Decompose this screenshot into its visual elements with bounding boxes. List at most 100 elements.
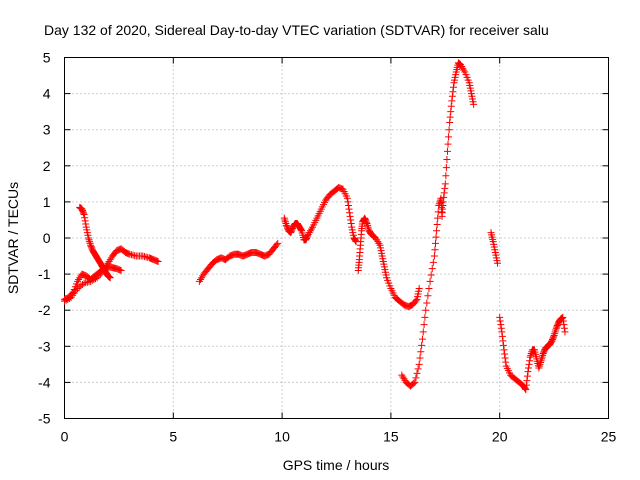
data-point-arc-g	[442, 172, 450, 180]
data-point-arc-e	[304, 230, 312, 238]
data-point-arc-c	[95, 272, 103, 280]
data-point-arc-g	[426, 277, 434, 285]
data-point-arc-e	[305, 229, 313, 237]
data-point-arc-f	[412, 297, 420, 305]
data-point-arc-i	[561, 328, 569, 336]
data-point-arc-g	[444, 140, 452, 148]
data-point-arc-e	[345, 205, 353, 213]
data-point-arc-d	[273, 241, 281, 249]
data-point-arc-g	[414, 365, 422, 373]
data-point-arc-g	[420, 321, 428, 329]
data-point-arc-c	[106, 256, 114, 264]
y-tick-label: -4	[38, 374, 51, 390]
data-point-arc-c	[101, 265, 109, 273]
data-point-arc-b	[82, 220, 90, 228]
x-axis-label: GPS time / hours	[283, 457, 390, 473]
data-point-arc-c	[105, 257, 113, 265]
data-point-arc-g	[429, 258, 437, 266]
data-point-arc-g	[449, 88, 457, 96]
data-point-arc-g	[433, 227, 441, 235]
data-point-arc-i	[535, 364, 543, 372]
data-point-arc-g	[441, 184, 449, 192]
data-point-arc-e	[347, 220, 355, 228]
data-point-arc-b	[106, 274, 114, 282]
data-point-arc-f	[415, 285, 423, 293]
y-tick-label: -1	[38, 266, 51, 282]
data-point-arc-c	[104, 259, 112, 267]
data-point-arc-e	[297, 226, 305, 234]
x-tick-label: 15	[383, 429, 399, 445]
tick-labels: 0 5 10 15 20 25 -5 -4 -3 -2 -1 0 1 2 3 4 5	[38, 50, 616, 445]
data-point-arc-c	[103, 261, 111, 269]
data-point-arc-e	[351, 236, 359, 244]
data-point-arc-i	[550, 331, 558, 339]
data-point-arc-g	[432, 239, 440, 247]
data-point-arc-c	[90, 276, 98, 284]
data-point-arc-i	[523, 372, 531, 380]
data-point-arc-c	[61, 297, 68, 305]
chart-title: Day 132 of 2020, Sidereal Day-to-day VTE…	[44, 22, 549, 38]
data-point-arc-i	[501, 354, 509, 362]
data-point-arc-a	[75, 276, 83, 284]
data-point-arc-i	[500, 346, 508, 354]
data-point-arc-i	[497, 324, 505, 332]
data-point-arc-i	[501, 350, 509, 358]
data-point-arc-b	[85, 236, 93, 244]
y-tick-label: 2	[43, 158, 51, 174]
data-point-arc-i	[536, 360, 544, 368]
data-point-arc-e	[343, 194, 351, 202]
data-point-arc-f	[364, 223, 372, 231]
data-point-arc-g	[427, 271, 435, 279]
data-point-arc-b	[80, 211, 88, 219]
data-point-arc-e	[346, 209, 354, 217]
data-point-arc-e	[280, 214, 288, 222]
data-point-arc-g	[415, 360, 423, 368]
data-point-arc-e	[344, 202, 352, 210]
data-point-arc-b	[84, 234, 92, 242]
data-point-arc-g	[418, 341, 426, 349]
data-point-arc-g	[400, 375, 408, 383]
x-tick-label: 20	[492, 429, 508, 445]
data-point-arc-g	[410, 379, 418, 387]
data-point-arc-e	[344, 198, 352, 206]
data-point-arc-i	[550, 333, 558, 341]
data-point-arc-g	[431, 246, 439, 254]
data-point-arc-i	[537, 357, 545, 365]
data-point-arc-d	[195, 277, 203, 285]
data-point-arc-i	[551, 328, 559, 336]
data-point-arc-g	[421, 313, 429, 321]
data-point-arc-i	[535, 362, 543, 370]
data-point-arc-i	[538, 355, 546, 363]
data-point-arc-e	[307, 225, 315, 233]
data-point-arc-a	[117, 266, 125, 274]
data-point-arc-i	[527, 351, 535, 359]
data-point-arc-c	[98, 268, 106, 276]
y-tick-label: -5	[38, 411, 51, 427]
data-point-arc-c	[65, 294, 73, 302]
data-point-arc-g	[458, 63, 466, 71]
data-point-arc-i	[499, 337, 507, 345]
data-point-arc-i	[560, 321, 568, 329]
data-point-arc-g	[430, 252, 438, 260]
data-point-arc-g	[445, 133, 453, 141]
data-point-arc-e	[346, 212, 354, 220]
data-point-arc-g	[425, 285, 433, 293]
data-point-arc-c	[78, 280, 86, 288]
data-point-arc-f	[362, 218, 370, 226]
data-point-arc-e	[347, 216, 355, 224]
data-point-arc-g	[440, 193, 448, 201]
data-point-arc-f	[364, 221, 372, 229]
data-point-arc-e	[304, 232, 312, 240]
data-point-arc-e	[352, 237, 360, 245]
data-point-arc-g	[432, 233, 440, 241]
data-point-arc-i	[559, 317, 567, 325]
data-point-arc-g	[443, 147, 451, 155]
data-point-arc-g	[446, 118, 454, 126]
y-axis-label: SDTVAR / TECUs	[5, 182, 21, 294]
data-point-arc-c	[88, 276, 96, 284]
data-point-arc-e	[281, 218, 289, 226]
data-point-arc-g	[412, 374, 420, 382]
y-tick-label: -2	[38, 302, 51, 318]
data-point-arc-g	[428, 265, 436, 273]
data-point-arc-g	[418, 335, 426, 343]
